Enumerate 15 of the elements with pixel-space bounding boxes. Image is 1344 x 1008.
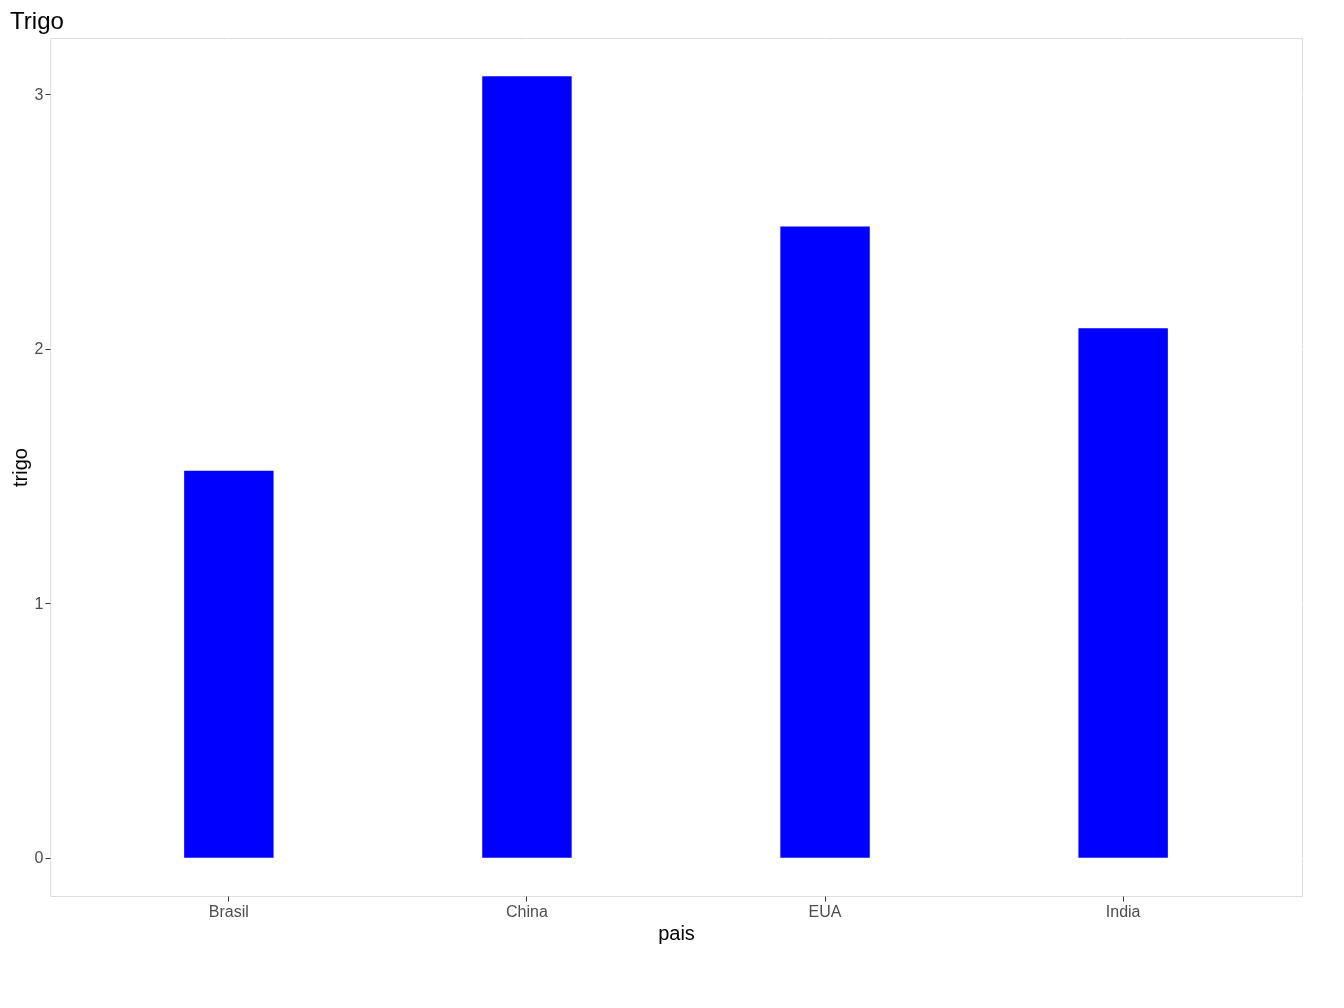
bar [184,470,274,858]
y-tick-label: 1 [34,594,44,612]
bar [482,76,572,858]
y-tick-label: 0 [34,849,44,867]
x-tick-label: China [506,902,548,920]
y-axis-title: trigo [8,448,31,487]
bar [1078,328,1168,858]
y-tick-label: 2 [34,340,44,358]
x-tick-label: EUA [808,902,842,920]
y-tick-label: 3 [34,85,44,103]
x-tick-label: India [1105,902,1141,920]
x-axis-title: pais [658,921,695,944]
chart-title: Trigo [10,7,64,34]
x-tick-label: Brasil [208,902,249,920]
bar [780,226,870,858]
